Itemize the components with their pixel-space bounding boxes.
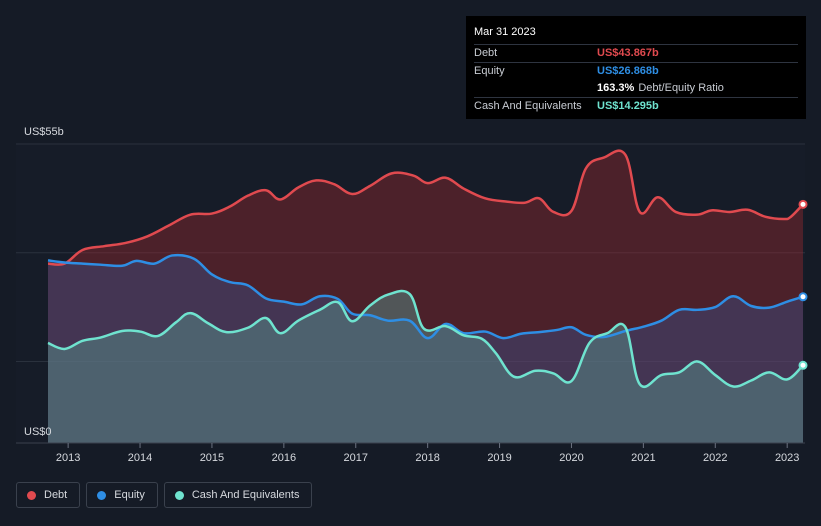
x-tick-label-2017: 2017 xyxy=(344,452,368,464)
legend-item-debt[interactable]: Debt xyxy=(16,482,81,508)
equity-area xyxy=(48,255,803,443)
legend-item-cash[interactable]: Cash And Equivalents xyxy=(163,482,313,508)
tooltip-ratio-spacer xyxy=(474,80,597,97)
x-tick-label-2013: 2013 xyxy=(56,452,80,464)
tooltip-debt-value: US$43.867b xyxy=(597,47,659,59)
debt-line xyxy=(47,149,804,266)
x-tick-label-2018: 2018 xyxy=(415,452,439,464)
legend-debt-label: Debt xyxy=(44,489,68,501)
tooltip-date: Mar 31 2023 xyxy=(474,26,536,38)
legend-debt-dot-icon xyxy=(27,490,36,500)
cash-end-marker[interactable] xyxy=(798,360,808,370)
tooltip-debt-label: Debt xyxy=(474,47,498,59)
series-areas xyxy=(48,150,803,443)
series-lines xyxy=(47,149,808,389)
x-tick-label-2015: 2015 xyxy=(200,452,224,464)
tooltip-cash-value: US$14.295b xyxy=(597,100,659,112)
x-tick-label-2023: 2023 xyxy=(775,452,799,464)
equity-end-marker[interactable] xyxy=(798,292,808,302)
legend-equity-dot-icon xyxy=(97,490,107,500)
tooltip-ratio-value: 163.3% xyxy=(597,82,635,94)
tooltip-equity-label: Equity xyxy=(474,65,505,77)
x-tick-label-2014: 2014 xyxy=(128,452,152,464)
x-tick-label-2022: 2022 xyxy=(703,452,727,464)
legend-cash-dot-icon xyxy=(174,490,184,500)
y-axis-max-label: US$55b xyxy=(24,126,64,138)
equity-line xyxy=(47,253,804,340)
x-axis-ticks: 2013 2014 2015 2016 2017 2018 2019 2020 2021 2022… xyxy=(16,442,805,464)
tooltip-equity-value: US$26.868b xyxy=(597,65,659,77)
data-tooltip: Mar 31 2023 Debt US$43.867b Equity US$26… xyxy=(466,16,806,119)
tooltip-ratio-label: Debt/Equity Ratio xyxy=(638,82,724,94)
tooltip-debt-row: Debt US$43.867b xyxy=(474,44,798,62)
tooltip-cash-label: Cash And Equivalents xyxy=(474,100,582,112)
tooltip-cash-row: Cash And Equivalents US$14.295b xyxy=(474,97,798,115)
cash-line xyxy=(47,289,804,389)
debt-area xyxy=(48,150,803,443)
x-tick-label-2021: 2021 xyxy=(631,452,655,464)
x-tick-label-2020: 2020 xyxy=(559,452,583,464)
tooltip-ratio-row: 163.3% Debt/Equity Ratio xyxy=(474,80,798,97)
tooltip-equity-row: Equity US$26.868b xyxy=(474,62,798,80)
legend-item-equity[interactable]: Equity xyxy=(86,482,158,508)
x-tick-label-2016: 2016 xyxy=(272,452,296,464)
legend-cash-label: Cash And Equivalents xyxy=(191,489,300,501)
x-tick-label-2019: 2019 xyxy=(487,452,511,464)
debt-end-marker[interactable] xyxy=(798,199,808,209)
y-axis-min-label: US$0 xyxy=(24,426,52,438)
chart-legend: Debt Equity Cash And Equivalents xyxy=(16,482,313,510)
legend-equity-label: Equity xyxy=(114,489,145,501)
